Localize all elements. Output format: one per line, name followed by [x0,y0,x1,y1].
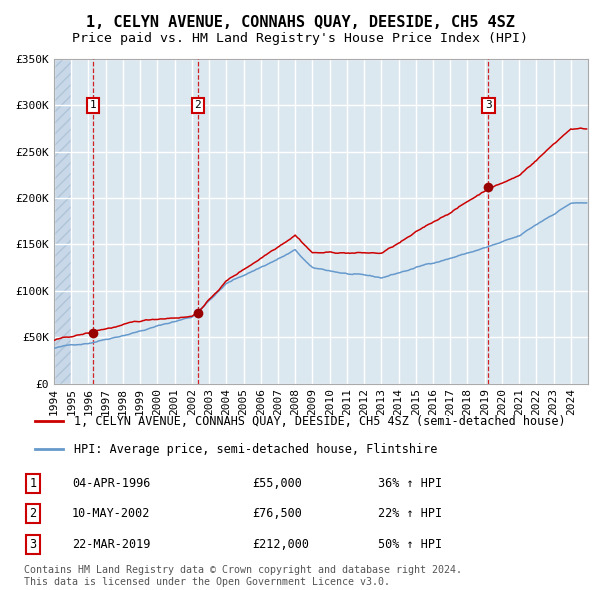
Text: 22-MAR-2019: 22-MAR-2019 [72,538,151,551]
Text: Price paid vs. HM Land Registry's House Price Index (HPI): Price paid vs. HM Land Registry's House … [72,32,528,45]
Text: 2: 2 [194,100,201,110]
Bar [54,59,71,384]
Text: 1, CELYN AVENUE, CONNAHS QUAY, DEESIDE, CH5 4SZ (semi-detached house): 1, CELYN AVENUE, CONNAHS QUAY, DEESIDE, … [74,415,566,428]
Text: 50% ↑ HPI: 50% ↑ HPI [378,538,442,551]
Text: 3: 3 [29,538,37,551]
Text: 22% ↑ HPI: 22% ↑ HPI [378,507,442,520]
Text: £55,000: £55,000 [252,477,302,490]
Text: 1: 1 [89,100,96,110]
Text: 1, CELYN AVENUE, CONNAHS QUAY, DEESIDE, CH5 4SZ: 1, CELYN AVENUE, CONNAHS QUAY, DEESIDE, … [86,15,514,30]
Text: 2: 2 [29,507,37,520]
Text: 3: 3 [485,100,492,110]
Text: £76,500: £76,500 [252,507,302,520]
Text: £212,000: £212,000 [252,538,309,551]
Text: 1: 1 [29,477,37,490]
Text: HPI: Average price, semi-detached house, Flintshire: HPI: Average price, semi-detached house,… [74,442,437,455]
Text: 36% ↑ HPI: 36% ↑ HPI [378,477,442,490]
Text: Contains HM Land Registry data © Crown copyright and database right 2024.
This d: Contains HM Land Registry data © Crown c… [24,565,462,587]
Text: 04-APR-1996: 04-APR-1996 [72,477,151,490]
Text: 10-MAY-2002: 10-MAY-2002 [72,507,151,520]
